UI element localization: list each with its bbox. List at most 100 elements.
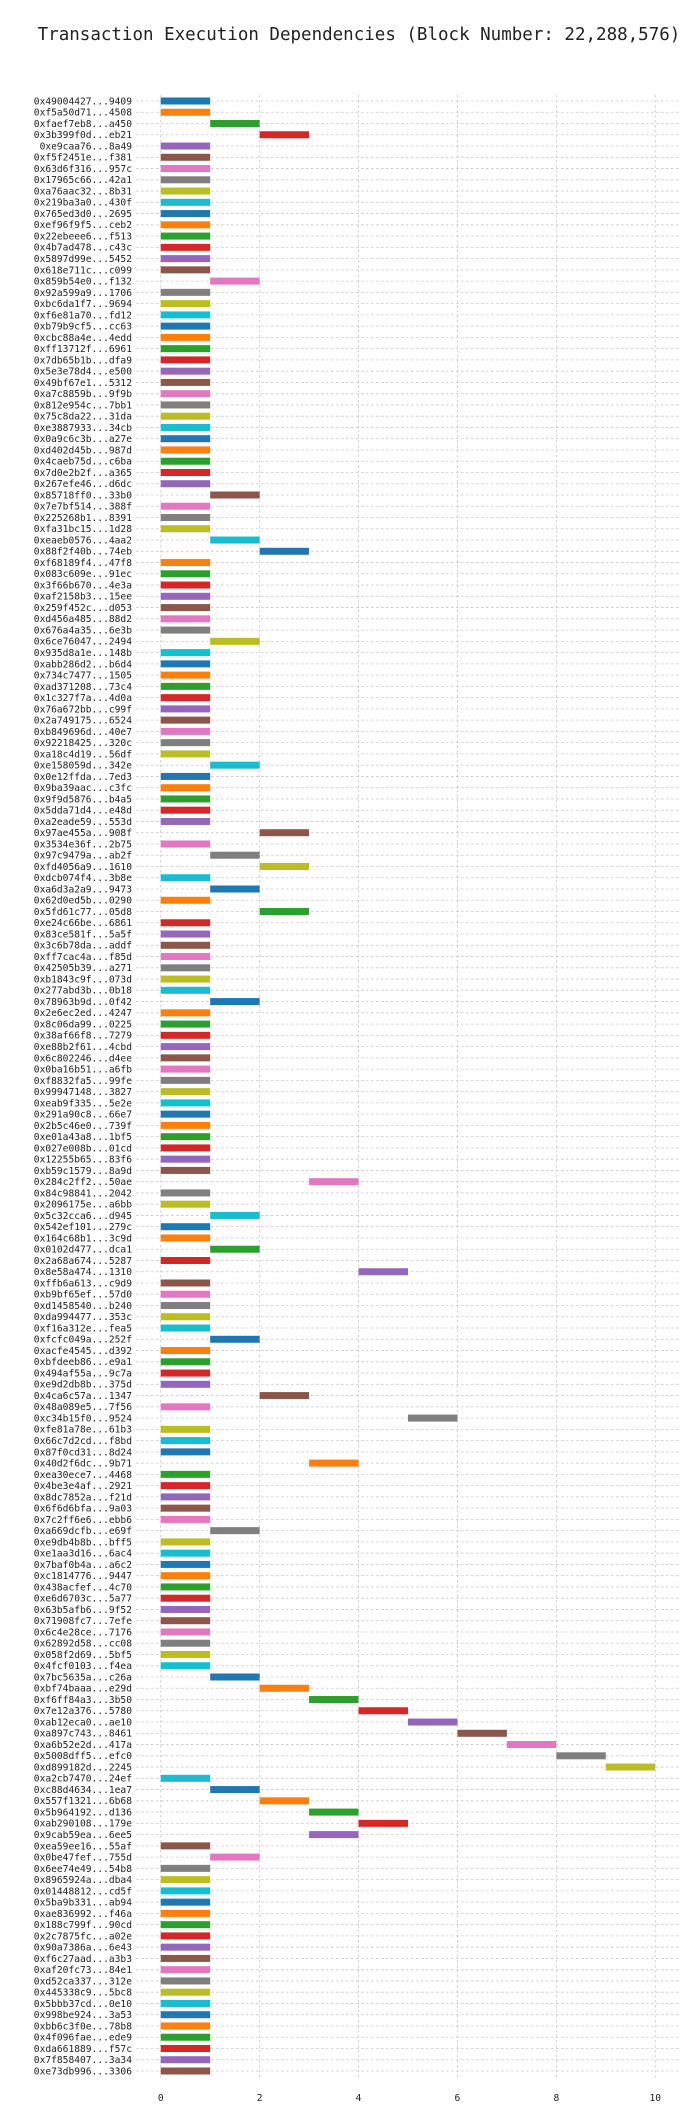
transaction-label: 0xff13712f...6961	[34, 344, 132, 355]
transaction-label: 0x85718ff0...33b0	[34, 490, 132, 501]
transaction-label: 0xf6ff84a3...3b50	[34, 1695, 132, 1706]
dependency-bar	[160, 1482, 211, 1490]
dependency-bar	[160, 1909, 211, 1917]
dependency-bar	[160, 694, 211, 702]
dependency-bar	[160, 1133, 211, 1141]
dependency-bar	[210, 277, 260, 285]
transaction-label: 0x494af55a...9c7a	[34, 1368, 132, 1379]
transaction-label: 0x7baf0b4a...a6c2	[34, 1560, 132, 1571]
dependency-bar	[506, 1741, 557, 1749]
dependency-bar	[160, 592, 211, 600]
transaction-label: 0x219ba3a0...430f	[34, 198, 132, 209]
transaction-label: 0x3b399f0d...eb21	[34, 130, 132, 141]
dependency-bar	[160, 1932, 211, 1940]
dependency-bar	[160, 1437, 211, 1445]
dependency-bar	[160, 964, 211, 972]
dependency-bar	[210, 1527, 260, 1535]
dependency-bar	[160, 401, 211, 409]
transaction-label: 0x5dda71d4...e48d	[34, 806, 132, 817]
dependency-bar	[160, 1572, 211, 1580]
transaction-label: 0xaf20fc73...84e1	[34, 1965, 132, 1976]
transaction-label: 0xaf2158b3...15ee	[34, 592, 132, 603]
dependency-bar	[160, 2056, 211, 2064]
transaction-label: 0x7db65b1b...dfa9	[34, 355, 132, 366]
transaction-label: 0x188c799f...90cd	[34, 1920, 132, 1931]
dependency-bar	[160, 1279, 211, 1287]
dependency-bar	[160, 772, 211, 780]
dependency-bar	[160, 975, 211, 983]
transaction-label: 0xf68189f4...47f8	[34, 558, 132, 569]
transaction-label: 0x1c327f7a...4d0a	[34, 693, 132, 704]
dependency-bar	[160, 1448, 211, 1456]
dependency-bar	[160, 1605, 211, 1613]
transaction-label: 0xe3887933...34cb	[34, 423, 132, 434]
transaction-label: 0x6c802246...d4ee	[34, 1053, 132, 1064]
dependency-bar	[160, 750, 211, 758]
transaction-label: 0x2096175e...a6bb	[34, 1200, 132, 1211]
dependency-bar	[160, 806, 211, 814]
transaction-label: 0x49bf67e1...5312	[34, 378, 132, 389]
transaction-label: 0x284c2ff2...50ae	[34, 1177, 132, 1188]
transaction-label: 0xe158059d...342e	[34, 761, 132, 772]
transaction-label: 0xea59ee16...55af	[34, 1841, 132, 1852]
transaction-label: 0x48a089e5...7f56	[34, 1402, 132, 1413]
dependency-bar	[160, 423, 211, 431]
dependency-bar	[160, 1954, 211, 1962]
transaction-label: 0x5ba9b331...ab94	[34, 1898, 132, 1909]
transaction-label: 0xfe81a78e...61b3	[34, 1425, 132, 1436]
transaction-label: 0xda994477...353c	[34, 1312, 132, 1323]
transaction-label: 0xae836992...f46a	[34, 1909, 132, 1920]
dependency-bar	[160, 232, 211, 240]
dependency-bar	[160, 1380, 211, 1388]
dependency-bar	[160, 187, 211, 195]
transaction-label: 0x7d0e2b2f...a365	[34, 468, 132, 479]
transaction-label: 0xe73db996...3306	[34, 2066, 132, 2077]
dependency-bar	[210, 1335, 260, 1343]
transaction-label: 0x9f9d5876...b4a5	[34, 794, 132, 805]
dependency-bar	[160, 874, 211, 882]
dependency-bar	[160, 1988, 211, 1996]
x-tick-label: 8	[553, 2093, 559, 2104]
transaction-label: 0x38af66f8...7279	[34, 1031, 132, 1042]
dependency-bar	[160, 165, 211, 173]
transaction-label: 0xacfe4545...d392	[34, 1346, 132, 1357]
dependency-bar	[160, 1020, 211, 1028]
transaction-label: 0x734c7477...1505	[34, 671, 132, 682]
dependency-bar	[556, 1752, 606, 1760]
transaction-label: 0xfcfc049a...252f	[34, 1335, 132, 1346]
transaction-label: 0xfd4056a9...1610	[34, 862, 132, 873]
dependency-bar	[160, 1538, 211, 1546]
transaction-label: 0x2c7875fc...a02e	[34, 1931, 132, 1942]
dependency-bar	[160, 1369, 211, 1377]
x-tick-label: 4	[356, 2093, 362, 2104]
transaction-label: 0x99947148...3827	[34, 1087, 132, 1098]
dependency-bar	[160, 727, 211, 735]
transaction-label: 0xbb6c3f0e...78b8	[34, 2021, 132, 2032]
transaction-label: 0x4ca6c57a...1347	[34, 1391, 132, 1402]
dependency-bar	[160, 1560, 211, 1568]
dependency-bar	[160, 817, 211, 825]
dependency-bar	[160, 1088, 211, 1096]
chart-title: Transaction Execution Dependencies (Bloc…	[38, 25, 681, 45]
dependency-bar	[160, 953, 211, 961]
transaction-label: 0x998be924...3a53	[34, 2010, 132, 2021]
transaction-label: 0xa6d3a2a9...9473	[34, 884, 132, 895]
dependency-bar	[160, 1470, 211, 1478]
transaction-label: 0x0a9c6c3b...a27e	[34, 434, 132, 445]
transaction-label: 0x7e7bf514...388f	[34, 502, 132, 513]
transaction-label: 0x7f858407...3a34	[34, 2055, 132, 2066]
transaction-label: 0x618e711c...c099	[34, 265, 132, 276]
dependency-bar	[160, 1504, 211, 1512]
dependency-bar	[160, 1898, 211, 1906]
dependency-bar	[259, 908, 310, 916]
dependency-bar	[160, 1425, 211, 1433]
transaction-label: 0x058f2d69...5bf5	[34, 1650, 132, 1661]
dependency-bar	[160, 1864, 211, 1872]
x-tick-labels: 0 2 4 6 8 10	[158, 2093, 661, 2104]
dependency-bar	[160, 514, 211, 522]
transaction-label: 0x3534e36f...2b75	[34, 839, 132, 850]
transaction-label: 0xd1458540...b240	[34, 1301, 132, 1312]
dependency-bar	[160, 1155, 211, 1163]
dependency-bar	[358, 1268, 408, 1276]
transaction-label: 0xc34b15f0...9524	[34, 1413, 132, 1424]
